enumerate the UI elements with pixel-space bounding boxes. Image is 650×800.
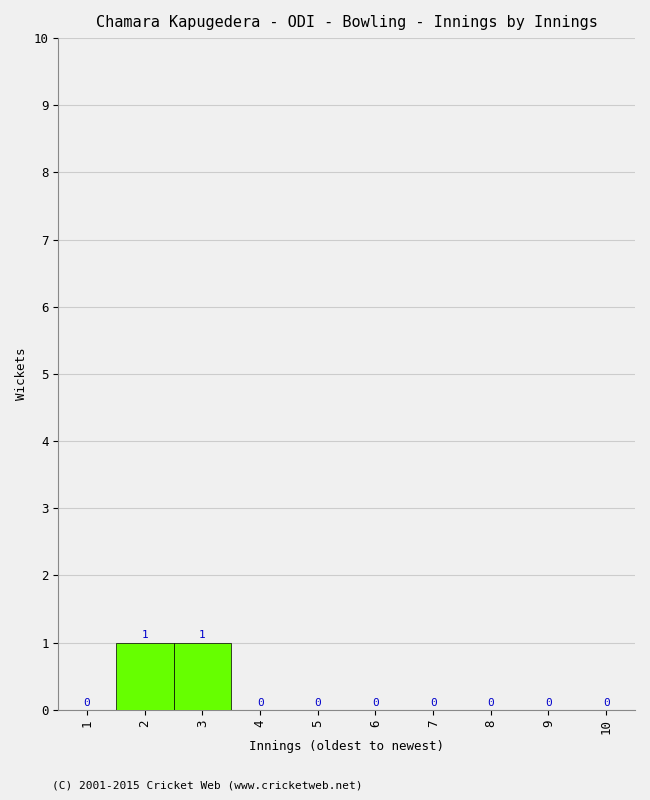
Text: 0: 0 <box>372 698 379 708</box>
Y-axis label: Wickets: Wickets <box>15 348 28 400</box>
Text: 0: 0 <box>84 698 90 708</box>
Text: (C) 2001-2015 Cricket Web (www.cricketweb.net): (C) 2001-2015 Cricket Web (www.cricketwe… <box>52 780 363 790</box>
Text: 0: 0 <box>488 698 494 708</box>
Bar <box>116 642 174 710</box>
Text: 1: 1 <box>199 630 206 640</box>
Text: 0: 0 <box>603 698 610 708</box>
Bar <box>174 642 231 710</box>
Title: Chamara Kapugedera - ODI - Bowling - Innings by Innings: Chamara Kapugedera - ODI - Bowling - Inn… <box>96 15 597 30</box>
Text: 0: 0 <box>430 698 437 708</box>
Text: 1: 1 <box>142 630 148 640</box>
Text: 0: 0 <box>315 698 321 708</box>
Text: 0: 0 <box>545 698 552 708</box>
X-axis label: Innings (oldest to newest): Innings (oldest to newest) <box>249 740 444 753</box>
Text: 0: 0 <box>257 698 263 708</box>
